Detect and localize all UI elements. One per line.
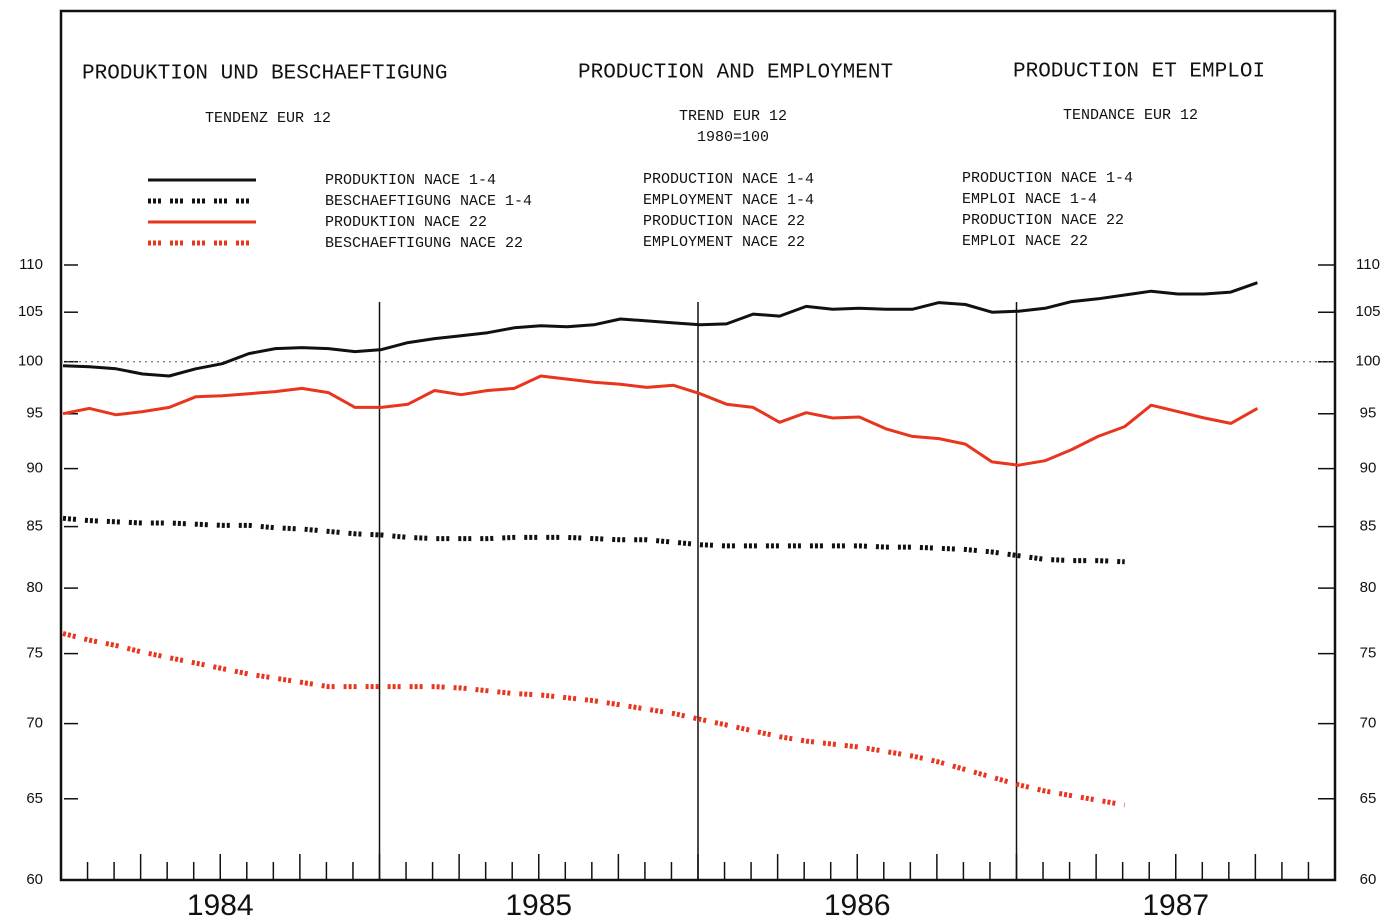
subtitle-en: TREND EUR 12 xyxy=(679,108,787,125)
x-tick-label: 1987 xyxy=(1142,889,1209,921)
legend-label: BESCHAEFTIGUNG NACE 1-4 xyxy=(325,193,532,210)
y2-tick-label: 60 xyxy=(1360,871,1377,888)
legend-label: EMPLOI NACE 22 xyxy=(962,233,1088,250)
y2-tick-label: 85 xyxy=(1360,518,1377,535)
series-line xyxy=(62,631,1126,808)
y-tick-label: 85 xyxy=(26,518,43,535)
series-line xyxy=(62,515,1125,565)
y-tick-label: 105 xyxy=(18,303,43,320)
title-en: PRODUCTION AND EMPLOYMENT xyxy=(578,62,893,85)
y-tick-label: 75 xyxy=(26,645,43,662)
subtitle-de: TENDENZ EUR 12 xyxy=(205,110,331,127)
y2-tick-label: 95 xyxy=(1360,405,1377,422)
title-de: PRODUKTION UND BESCHAEFTIGUNG xyxy=(82,63,447,86)
y2-tick-label: 80 xyxy=(1360,579,1377,596)
legend-label: PRODUKTION NACE 22 xyxy=(325,214,487,231)
legend-label: PRODUKTION NACE 1-4 xyxy=(325,172,496,189)
legend-label: EMPLOYMENT NACE 22 xyxy=(643,234,805,251)
legend-label: EMPLOYMENT NACE 1-4 xyxy=(643,192,814,209)
x-tick-label: 1985 xyxy=(505,889,572,921)
y2-tick-label: 65 xyxy=(1360,790,1377,807)
legend-label: PRODUCTION NACE 1-4 xyxy=(643,171,814,188)
y-tick-label: 110 xyxy=(19,256,43,273)
y-tick-label: 70 xyxy=(26,715,43,732)
x-tick-label: 1986 xyxy=(824,889,891,921)
y2-tick-label: 75 xyxy=(1360,645,1377,662)
y2-tick-label: 105 xyxy=(1355,303,1380,320)
legend-label: PRODUCTION NACE 1-4 xyxy=(962,170,1133,187)
y-tick-label: 80 xyxy=(26,579,43,596)
y2-tick-label: 90 xyxy=(1360,460,1377,477)
legend-label: PRODUCTION NACE 22 xyxy=(643,213,805,230)
base-note: 1980=100 xyxy=(697,129,769,146)
x-tick-label: 1984 xyxy=(187,889,254,921)
y-tick-label: 60 xyxy=(26,871,43,888)
y-tick-label: 90 xyxy=(26,460,43,477)
y-tick-label: 95 xyxy=(26,405,43,422)
subtitle-fr: TENDANCE EUR 12 xyxy=(1063,107,1198,124)
y-tick-label: 100 xyxy=(18,353,43,370)
y2-tick-label: 110 xyxy=(1356,256,1380,273)
legend-label: BESCHAEFTIGUNG NACE 22 xyxy=(325,235,523,252)
series-line xyxy=(62,374,1259,467)
title-fr: PRODUCTION ET EMPLOI xyxy=(1013,61,1265,84)
y-tick-label: 65 xyxy=(26,790,43,807)
legend-label: EMPLOI NACE 1-4 xyxy=(962,191,1097,208)
y2-tick-label: 100 xyxy=(1355,353,1380,370)
y2-tick-label: 70 xyxy=(1360,715,1377,732)
legend-label: PRODUCTION NACE 22 xyxy=(962,212,1124,229)
series-line xyxy=(62,281,1258,378)
